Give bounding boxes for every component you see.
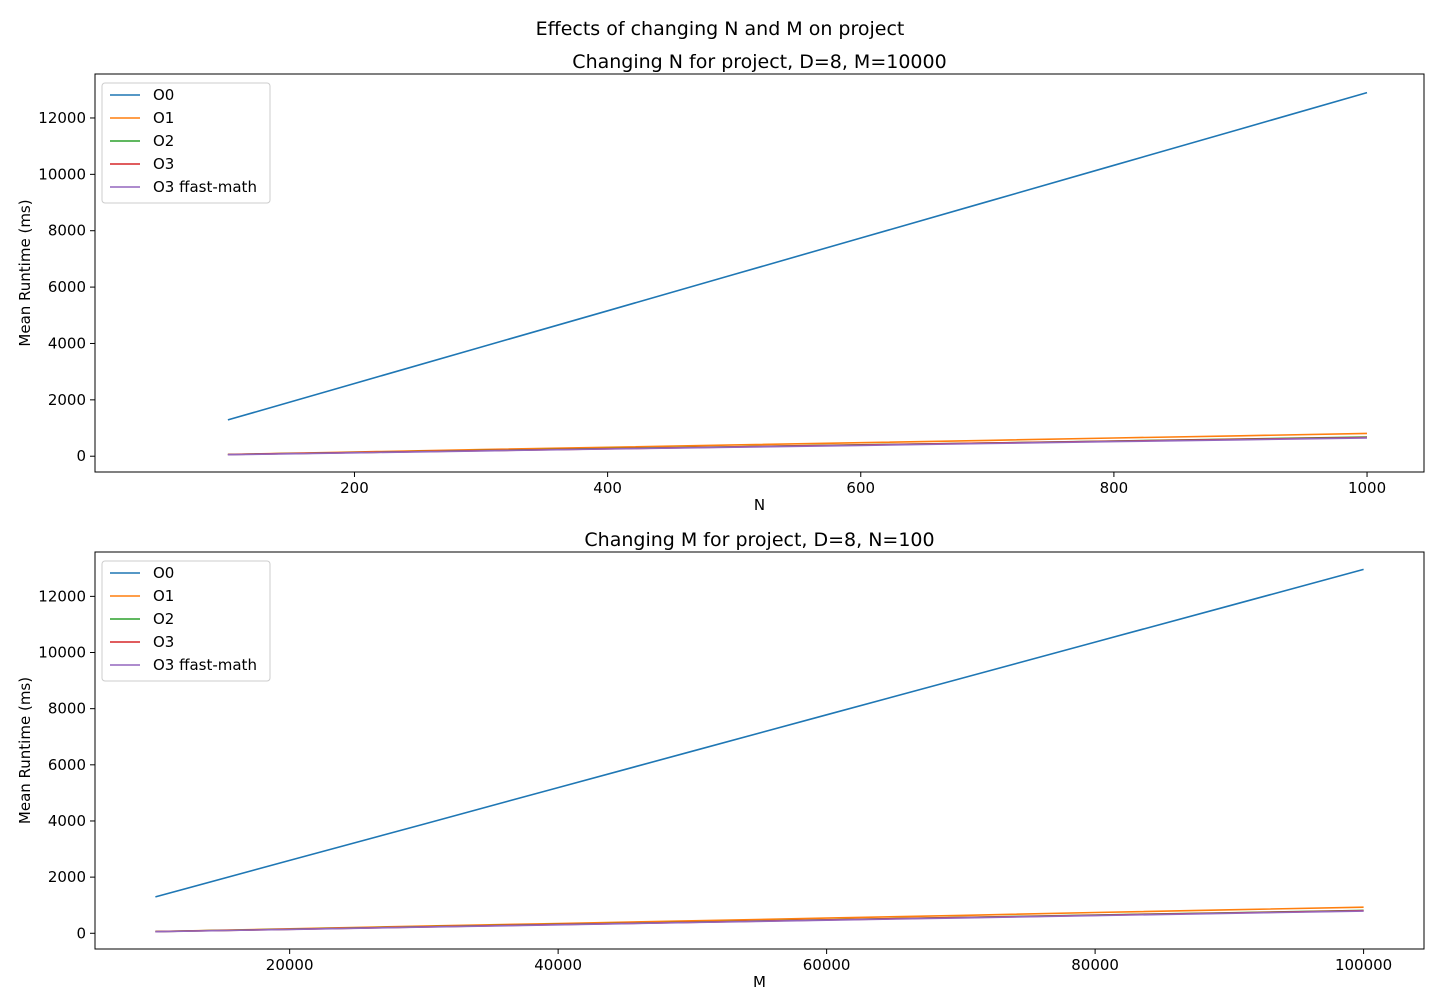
y-tick-label: 10000: [38, 165, 86, 183]
chart-changing-n: Changing N for project, D=8, M=10000 200 4…: [16, 51, 1425, 514]
y-tick-label: 0: [76, 924, 86, 942]
y-tick-label: 2000: [48, 868, 86, 886]
legend-entry: O0: [153, 86, 174, 104]
legend-entry: O3: [153, 155, 174, 173]
y-tick-label: 12000: [38, 109, 86, 127]
y-tick-label: 2000: [48, 391, 86, 409]
y-tick-label: 8000: [48, 700, 86, 718]
y-tick-label: 12000: [38, 587, 86, 605]
series-line-o0: [227, 91, 1368, 421]
y-tick-label: 4000: [48, 812, 86, 830]
legend-entry: O2: [153, 610, 174, 628]
y-tick-label: 0: [76, 447, 86, 465]
x-tick-label: 80000: [1071, 956, 1119, 974]
x-tick-label: 800: [1100, 479, 1129, 497]
x-tick-label: 40000: [534, 956, 582, 974]
y-tick-label: 8000: [48, 222, 86, 240]
x-tick-label: 200: [340, 479, 369, 497]
chart-title: Changing N for project, D=8, M=10000: [572, 51, 946, 73]
legend-entry: O1: [153, 587, 174, 605]
chart-title: Changing M for project, D=8, N=100: [584, 529, 934, 551]
y-tick-label: 4000: [48, 334, 86, 352]
x-tick-label: 1000: [1348, 479, 1386, 497]
series-line-o0: [155, 568, 1364, 898]
x-tick-label: 600: [846, 479, 875, 497]
legend-box: [101, 82, 271, 204]
legend-entry: O3 ffast-math: [153, 178, 257, 196]
legend-entry: O2: [153, 132, 174, 150]
x-tick-label: 20000: [266, 956, 314, 974]
series-line-o3-ffast-math: [227, 437, 1368, 456]
y-tick-label: 6000: [48, 756, 86, 774]
y-axis-label: Mean Runtime (ms): [16, 199, 34, 346]
legend-entry: O3: [153, 633, 174, 651]
legend-entry: O0: [153, 564, 174, 582]
axes-frame: [94, 551, 1425, 950]
x-axis-label: N: [754, 496, 765, 514]
x-axis-label: M: [753, 973, 766, 991]
y-tick-label: 6000: [48, 278, 86, 296]
x-tick-label: 400: [593, 479, 622, 497]
figure-suptitle: Effects of changing N and M on project: [536, 18, 905, 40]
legend: O0 O1 O2 O3 O3 ffast-math: [101, 82, 271, 204]
series-line-o3-ffast-math: [155, 910, 1364, 933]
legend: O0 O1 O2 O3 O3 ffast-math: [101, 560, 271, 682]
legend-entry: O1: [153, 109, 174, 127]
x-tick-label: 60000: [803, 956, 851, 974]
legend-entry: O3 ffast-math: [153, 656, 257, 674]
legend-box: [101, 560, 271, 682]
x-tick-label: 100000: [1335, 956, 1392, 974]
y-axis-label: Mean Runtime (ms): [16, 677, 34, 824]
y-tick-label: 10000: [38, 644, 86, 662]
axes-frame: [94, 73, 1425, 473]
